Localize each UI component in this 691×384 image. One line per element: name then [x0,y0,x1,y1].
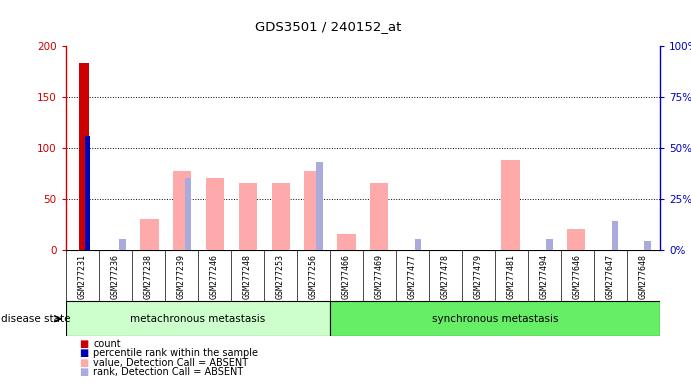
Bar [272,184,290,250]
Text: ■: ■ [79,358,88,368]
Text: ■: ■ [79,367,88,377]
Bar [184,179,191,250]
Text: GSM277648: GSM277648 [639,254,648,299]
Bar [337,234,356,250]
Text: GSM277239: GSM277239 [177,254,186,299]
Text: count: count [93,339,121,349]
Text: GSM277469: GSM277469 [375,254,384,299]
Text: GSM277236: GSM277236 [111,254,120,299]
Bar [645,242,651,250]
Text: GSM277479: GSM277479 [474,254,483,299]
Text: GSM277248: GSM277248 [243,254,252,299]
Bar [173,171,191,250]
Bar [330,301,660,336]
Text: value, Detection Call = ABSENT: value, Detection Call = ABSENT [93,358,248,368]
Bar [206,179,224,250]
Bar [567,229,585,250]
Text: GSM277466: GSM277466 [342,254,351,299]
Bar [238,184,257,250]
Bar [415,240,422,250]
Bar [79,63,88,250]
Text: GSM277477: GSM277477 [408,254,417,299]
Text: percentile rank within the sample: percentile rank within the sample [93,348,258,358]
Bar [85,136,91,250]
Bar [66,301,330,336]
Text: disease state: disease state [1,314,70,324]
Text: ■: ■ [79,348,88,358]
Bar [370,184,388,250]
Text: rank, Detection Call = ABSENT: rank, Detection Call = ABSENT [93,367,243,377]
Text: GSM277647: GSM277647 [606,254,615,299]
Bar [119,240,126,250]
Text: GDS3501 / 240152_at: GDS3501 / 240152_at [255,20,401,33]
Text: GSM277246: GSM277246 [209,254,219,299]
Bar [502,160,520,250]
Text: synchronous metastasis: synchronous metastasis [432,314,558,324]
Text: GSM277231: GSM277231 [77,254,86,299]
Text: GSM277494: GSM277494 [540,254,549,299]
Text: metachronous metastasis: metachronous metastasis [130,314,265,324]
Text: GSM277253: GSM277253 [276,254,285,299]
Bar [304,171,323,250]
Bar [140,219,158,250]
Text: GSM277478: GSM277478 [441,254,450,299]
Bar [546,240,553,250]
Bar [612,221,618,250]
Text: GSM277238: GSM277238 [144,254,153,299]
Bar [316,162,323,250]
Text: ■: ■ [79,339,88,349]
Text: GSM277481: GSM277481 [507,254,516,299]
Text: GSM277256: GSM277256 [309,254,318,299]
Text: GSM277646: GSM277646 [573,254,582,299]
